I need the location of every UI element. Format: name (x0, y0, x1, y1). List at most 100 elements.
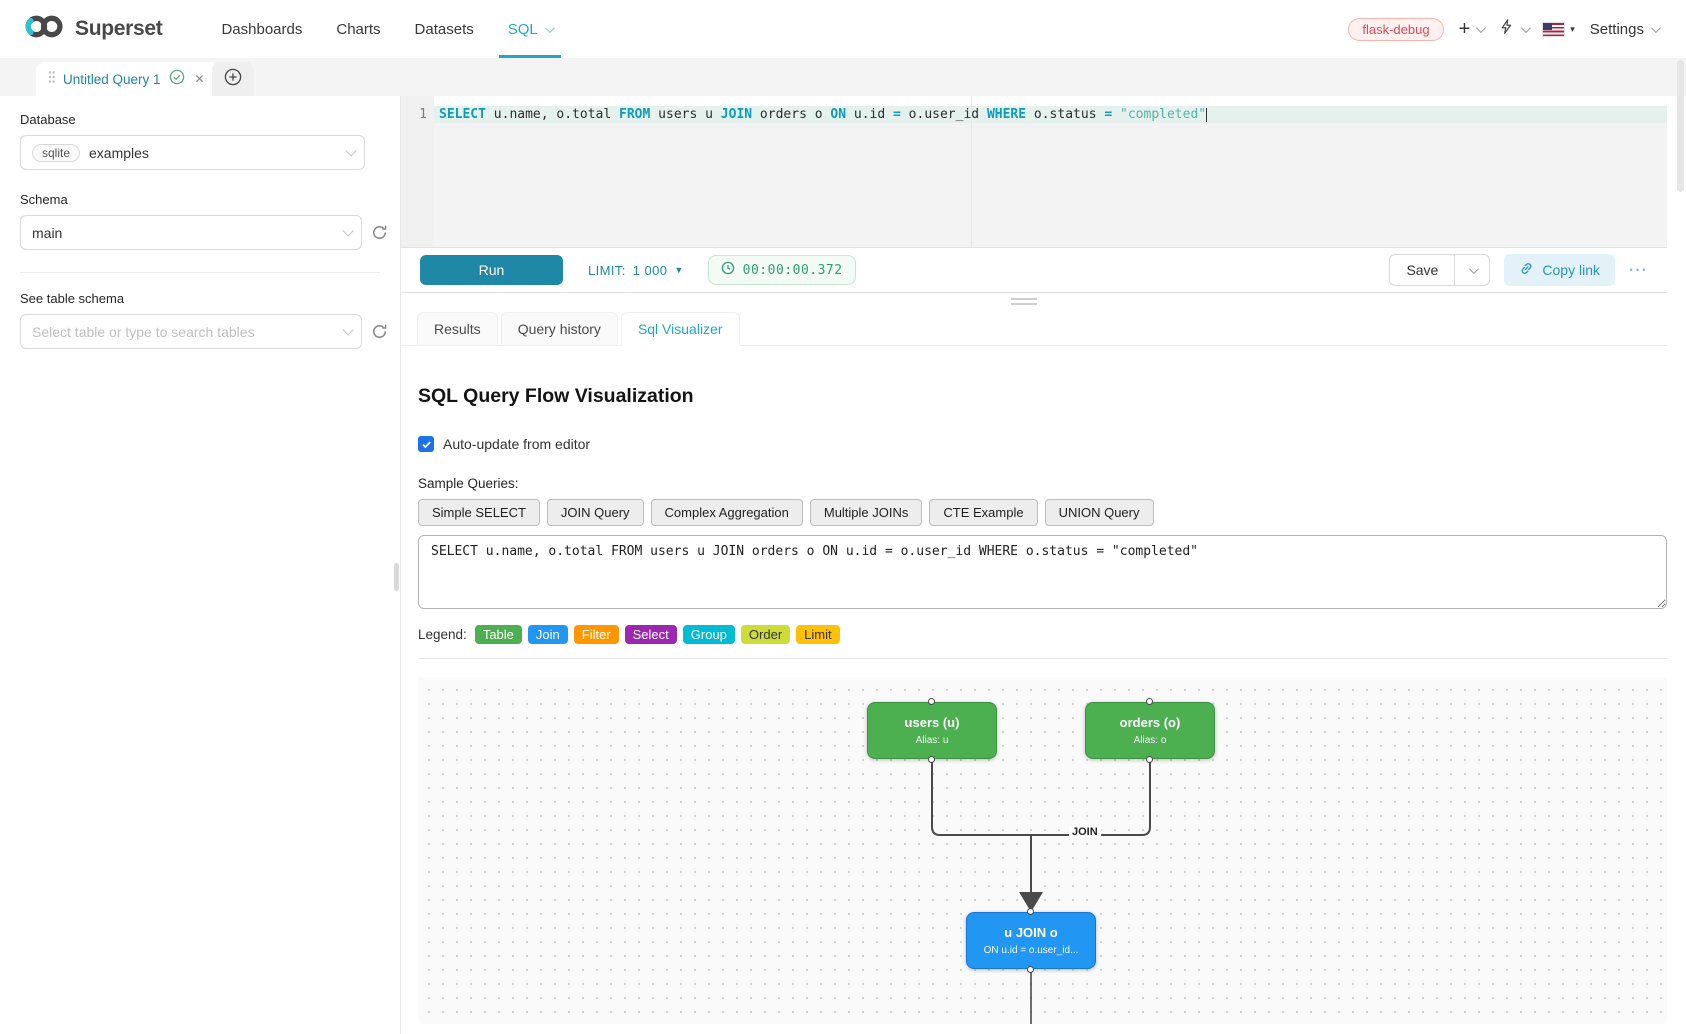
query-timer: 00:00:00.372 (707, 255, 856, 285)
environment-badge: flask-debug (1348, 17, 1444, 41)
table-node-users[interactable]: users (u) Alias: u (867, 698, 997, 763)
refresh-schema-icon[interactable] (371, 224, 388, 241)
node-handle[interactable] (1145, 756, 1153, 763)
nav-dashboards[interactable]: Dashboards (221, 20, 303, 38)
scrollbar-thumb[interactable] (1677, 60, 1684, 192)
auto-update-checkbox[interactable] (418, 436, 434, 452)
database-label: Database (20, 112, 76, 127)
copy-link-button[interactable]: Copy link (1504, 254, 1615, 286)
sample-union-query-button[interactable]: UNION Query (1044, 499, 1154, 526)
schema-select[interactable]: main (20, 215, 362, 250)
more-menu-button[interactable]: ⋯ (1628, 259, 1648, 281)
link-icon (1519, 261, 1534, 279)
node-handle[interactable] (927, 698, 935, 705)
nav-charts[interactable]: Charts (336, 20, 381, 38)
lightning-icon (1498, 17, 1515, 41)
node-handle[interactable] (1145, 698, 1153, 705)
superset-logo[interactable]: Superset (24, 14, 163, 44)
node-handle[interactable] (1026, 908, 1034, 915)
limit-value: 1 000 (632, 262, 668, 278)
panel-divider (400, 96, 401, 1034)
sample-query-buttons: Simple SELECT JOIN Query Complex Aggrega… (418, 499, 1667, 526)
db-engine-badge: sqlite (32, 143, 81, 162)
page-title: SQL Query Flow Visualization (418, 385, 694, 407)
sample-cte-example-button[interactable]: CTE Example (929, 499, 1038, 526)
auto-update-row: Auto-update from editor (418, 436, 1667, 452)
new-query-tab-button[interactable] (212, 62, 254, 96)
language-picker[interactable]: ▾ (1542, 21, 1575, 37)
auto-update-label: Auto-update from editor (443, 436, 591, 452)
legend-badge: Limit (796, 625, 840, 644)
query-tab-label: Untitled Query 1 (63, 71, 161, 87)
query-tab[interactable]: Untitled Query 1 ✕ (36, 62, 217, 96)
sample-simple-select-button[interactable]: Simple SELECT (418, 499, 540, 526)
sqllab-sidebar: Database sqlite examples Schema main See… (0, 96, 400, 1034)
panel-resize-handle[interactable] (394, 563, 399, 591)
tab-results[interactable]: Results (417, 312, 498, 346)
save-options-button[interactable] (1454, 254, 1491, 286)
database-value: examples (89, 144, 149, 161)
line-number: 1 (419, 107, 427, 122)
close-tab-icon[interactable]: ✕ (194, 72, 205, 86)
run-button[interactable]: Run (420, 255, 563, 285)
schema-label: Schema (20, 192, 68, 207)
new-item-button[interactable]: + (1459, 18, 1487, 41)
settings-menu[interactable]: Settings (1590, 21, 1661, 38)
query-input[interactable]: SELECT u.name, o.total FROM users u JOIN… (418, 535, 1667, 609)
pane-drag-handle[interactable] (1011, 298, 1037, 305)
sample-queries-label: Sample Queries: (418, 476, 519, 491)
sample-complex-aggregation-button[interactable]: Complex Aggregation (650, 499, 803, 526)
app-header: Superset Dashboards Charts Datasets SQL … (0, 0, 1686, 58)
table-node-orders[interactable]: orders (o) Alias: o (1085, 698, 1215, 763)
chevron-down-icon (342, 224, 354, 237)
us-flag-icon (1542, 21, 1566, 37)
flow-canvas[interactable]: JOIN users (u) Alias: u orders (o) Alias… (418, 677, 1667, 1024)
editor-gutter: 1 (401, 96, 434, 247)
editor-print-margin (971, 96, 972, 247)
node-title: orders (o) (1119, 715, 1181, 730)
text-cursor (1206, 108, 1208, 122)
caret-down-icon: ▼ (674, 265, 684, 275)
sqllab-main: 1 SELECT u.name, o.total FROM users u JO… (401, 96, 1686, 1034)
node-title: u JOIN o (1004, 925, 1058, 940)
table-schema-label: See table schema (20, 291, 125, 306)
chevron-down-icon (342, 323, 354, 336)
flow-edges (931, 759, 1151, 1024)
section-divider (418, 658, 1667, 659)
legend-badges: Table Join Filter Select Group Order Limit (474, 625, 840, 644)
legend-badge: Filter (573, 625, 619, 644)
tab-sql-visualizer[interactable]: Sql Visualizer (620, 312, 740, 346)
join-node[interactable]: u JOIN o ON u.id = o.user_id... (966, 908, 1096, 973)
saved-check-icon (169, 69, 185, 90)
query-tabstrip: Untitled Query 1 ✕ (0, 58, 1686, 96)
sql-editor[interactable]: 1 SELECT u.name, o.total FROM users u JO… (401, 96, 1667, 247)
node-subtitle: ON u.id = o.user_id... (983, 945, 1079, 956)
sample-multiple-joins-button[interactable]: Multiple JOINs (809, 499, 923, 526)
legend-badge: Group (682, 625, 735, 644)
node-handle[interactable] (927, 756, 935, 763)
node-handle[interactable] (1026, 966, 1034, 973)
table-select[interactable]: Select table or type to search tables (20, 314, 362, 349)
editor-toolbar: Run LIMIT: 1 000 ▼ 00:00:00.372 Save Cop… (401, 247, 1667, 293)
drag-dots-icon (48, 70, 55, 89)
join-edge-label: JOIN (1069, 826, 1101, 838)
schema-value: main (32, 224, 63, 241)
node-title: users (u) (904, 715, 960, 730)
nav-datasets[interactable]: Datasets (414, 20, 474, 38)
query-search-button[interactable] (1498, 17, 1532, 41)
caret-down-icon: ▾ (1570, 23, 1575, 34)
nav-sql[interactable]: SQL (491, 0, 569, 58)
save-button[interactable]: Save (1389, 254, 1456, 286)
node-subtitle: Alias: o (1133, 735, 1167, 746)
legend-badge: Table (474, 625, 522, 644)
tab-query-history[interactable]: Query history (500, 312, 618, 346)
limit-dropdown[interactable]: LIMIT: 1 000 ▼ (588, 262, 684, 278)
editor-empty-area (434, 123, 1667, 247)
plus-circle-icon (224, 68, 242, 91)
visualizer-panel: SQL Query Flow Visualization Auto-update… (401, 346, 1667, 1034)
refresh-tables-icon[interactable] (371, 323, 388, 340)
legend-row: Legend: Table Join Filter Select Group Order L… (418, 625, 1667, 644)
database-select[interactable]: sqlite examples (20, 135, 365, 170)
sample-join-query-button[interactable]: JOIN Query (546, 499, 644, 526)
